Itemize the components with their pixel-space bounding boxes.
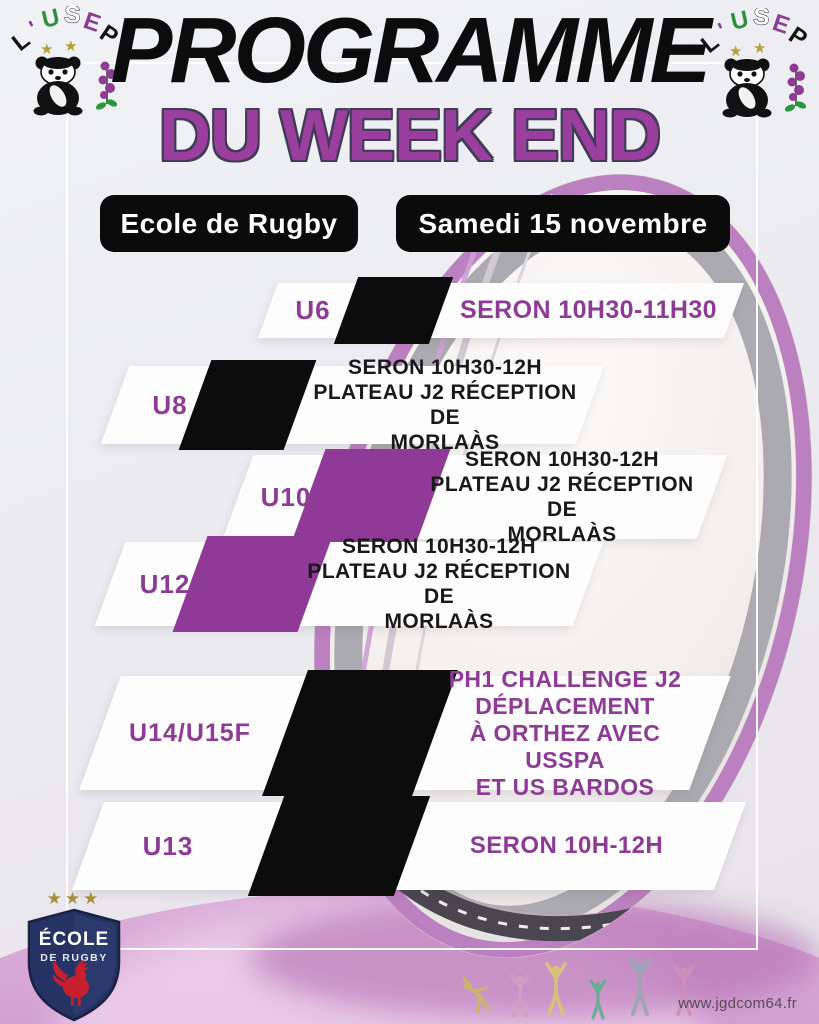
usep-letter: S — [64, 6, 81, 29]
badge-label: Ecole de Rugby — [120, 207, 338, 239]
schedule-row-u6: U6 SERON 10H30-11H30 — [257, 277, 745, 344]
shield-stars-icon: ★★★ — [47, 889, 102, 908]
usep-star-icon: ★ — [729, 43, 742, 60]
schedule-line: PLATEAU J2 RÉCEPTION DE — [307, 560, 571, 608]
category-label: U10 — [260, 481, 312, 512]
schedule-line: MORLAÀS — [507, 523, 617, 546]
usep-star-icon: ★ — [40, 41, 53, 58]
schedule-line: SERON 10H30-12H — [465, 448, 659, 471]
usep-flower-icon — [784, 63, 807, 112]
celebrating-people — [462, 958, 695, 1020]
usep-logo-icon: L ' U S E P ★ ★ — [7, 6, 123, 116]
schedule-text: SERON 10H30-11H30 — [453, 283, 724, 338]
schedule-line: MORLAÀS — [384, 610, 494, 633]
schedule-line: PH1 CHALLENGE J2 — [448, 665, 682, 692]
badge-ecole-de-rugby: Ecole de Rugby — [100, 195, 358, 252]
schedule-line: SERON 10H30-12H — [342, 535, 536, 558]
category-label: U12 — [139, 568, 191, 599]
badge-date: Samedi 15 novembre — [396, 195, 730, 252]
schedule-row-u12: U12 SERON 10H30-12H PLATEAU J2 RÉCEPTION… — [94, 535, 604, 633]
poster-title: PROGRAMME — [110, 0, 711, 102]
usep-letter: U — [39, 6, 62, 34]
usep-logo-icon: L ' U S E P ★ ★ — [696, 8, 812, 118]
schedule-text: SERON 10H-12H — [418, 802, 715, 890]
schedule-line: SERON 10H-12H — [469, 832, 664, 859]
usep-letter: U — [728, 8, 751, 36]
schedule-line: SERON 10H30-12H — [348, 356, 542, 379]
schedule-text: SERON 10H30-12H PLATEAU J2 RÉCEPTION DE … — [305, 356, 585, 454]
schedule-line: À ORTHEZ AVEC USSPA — [469, 719, 661, 773]
schedule-text: PH1 CHALLENGE J2 DÉPLACEMENT À ORTHEZ AV… — [430, 666, 700, 800]
rooster-icon — [53, 959, 89, 1006]
schedule-line: MORLAÀS — [390, 431, 500, 454]
schedule-text: SERON 10H30-12H PLATEAU J2 RÉCEPTION DE … — [428, 448, 696, 546]
schedule-line: DÉPLACEMENT — [475, 692, 655, 719]
schedule-line: PLATEAU J2 RÉCEPTION DE — [313, 381, 577, 429]
shield-subtitle: DE RUGBY — [40, 952, 107, 964]
category-label: U8 — [152, 389, 188, 420]
usep-panda-icon — [722, 58, 772, 118]
category-label: U6 — [295, 295, 331, 325]
schedule-line: SERON 10H30-11H30 — [460, 296, 717, 324]
schedule-line: PLATEAU J2 RÉCEPTION DE — [430, 473, 694, 521]
schedule-line: ET US BARDOS — [475, 773, 655, 800]
schedule-row-u10: U10 SERON 10H30-12H PLATEAU J2 RÉCEPTION… — [222, 448, 728, 546]
usep-star-icon: ★ — [64, 38, 77, 55]
schedule-text: SERON 10H30-12H PLATEAU J2 RÉCEPTION DE … — [305, 535, 573, 633]
category-label: U13 — [142, 830, 194, 861]
schedule-row-u8: U8 SERON 10H30-12H PLATEAU J2 RÉCEPTION … — [100, 356, 605, 454]
usep-star-icon: ★ — [753, 40, 766, 57]
badge-label: Samedi 15 novembre — [418, 207, 708, 239]
poster-subtitle: DU WEEK END — [158, 96, 661, 176]
usep-panda-icon — [33, 56, 83, 116]
usep-letter: S — [753, 8, 770, 31]
club-shield-logo: ★★★ ÉCOLE DE RUGBY — [27, 889, 121, 1022]
schedule-row-u14-u15f: U14/U15F PH1 CHALLENGE J2 DÉPLACEMENT À … — [79, 666, 731, 800]
schedule-row-u13: U13 SERON 10H-12H — [71, 796, 747, 896]
website-url: www.jgdcom64.fr — [678, 995, 797, 1012]
usep-flower-icon — [95, 61, 118, 110]
shield-title: ÉCOLE — [39, 928, 109, 950]
category-label: U14/U15F — [129, 718, 251, 747]
